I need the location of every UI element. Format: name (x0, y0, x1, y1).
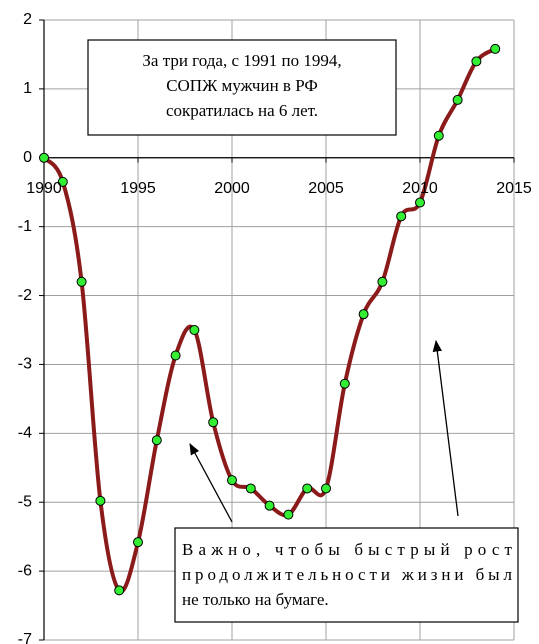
annotation-text: не только на бумаге. (182, 590, 329, 609)
arrow (432, 339, 459, 517)
marker (170, 350, 181, 361)
y-tick-label: -7 (18, 631, 32, 644)
y-tick-label: 2 (23, 11, 32, 28)
annotation-text: СОПЖ мужчин в РФ (166, 76, 318, 95)
annotation-text: сократилась на 6 лет. (166, 101, 318, 120)
marker (396, 211, 407, 222)
marker (302, 483, 313, 494)
marker (283, 509, 294, 520)
annotation-text: За три года, с 1991 по 1994, (142, 51, 341, 70)
marker (133, 537, 143, 548)
marker (490, 43, 501, 54)
y-tick-label: -3 (18, 356, 32, 373)
marker (471, 56, 482, 67)
y-tick-label: -1 (18, 218, 32, 235)
y-tick-label: 0 (23, 149, 32, 166)
marker (415, 197, 425, 208)
marker (76, 276, 87, 287)
marker (245, 483, 256, 494)
marker (433, 130, 444, 141)
marker (151, 435, 162, 446)
marker (189, 325, 200, 335)
marker (57, 176, 68, 187)
x-tick-label: 1995 (120, 180, 156, 197)
marker (339, 378, 350, 389)
y-tick-label: 1 (23, 80, 32, 97)
marker (227, 475, 237, 486)
arrow (189, 442, 233, 523)
marker (321, 483, 331, 494)
annotation-box (87, 39, 397, 136)
y-tick-label: -4 (18, 425, 32, 442)
series-line (42, 47, 497, 594)
annotation-box (174, 527, 519, 623)
marker (39, 152, 49, 163)
x-tick-label: 1990 (26, 180, 62, 197)
annotation-text: продолжительности жизни был (182, 565, 513, 584)
x-tick-label: 2010 (402, 180, 438, 197)
plot (39, 43, 501, 596)
y-tick-label: -2 (18, 287, 32, 304)
marker (208, 417, 219, 428)
annotations: За три года, с 1991 по 1994, СОПЖ мужчин … (142, 51, 512, 609)
marker (358, 309, 369, 320)
marker (114, 585, 125, 596)
y-tick-label: -5 (18, 493, 32, 510)
y-tick-label: -6 (18, 562, 32, 579)
x-tick-label: 2000 (214, 180, 250, 197)
x-tick-label: 2015 (496, 180, 532, 197)
x-tick-label: 2005 (308, 180, 344, 197)
marker (264, 500, 275, 511)
marker (377, 276, 388, 287)
marker (452, 94, 463, 105)
marker (95, 495, 106, 506)
annotation-text: Важно, чтобы быстрый рост (182, 540, 513, 559)
